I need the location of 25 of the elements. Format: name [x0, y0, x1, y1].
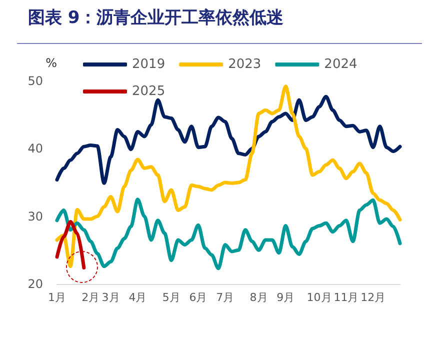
line-series — [55, 94, 402, 185]
y-tick-label: 20 — [28, 277, 43, 291]
x-tick-label: 10月 — [306, 291, 332, 304]
x-tick-label: 1月 — [48, 291, 66, 304]
y-axis-title: % — [46, 56, 57, 70]
x-tick-label: 9月 — [276, 291, 295, 304]
x-tick-label: 12月 — [360, 291, 386, 304]
y-tick-label: 40 — [28, 142, 43, 156]
line-series — [55, 198, 402, 270]
y-tick-label: 30 — [28, 209, 43, 224]
x-tick-label: 3月 — [102, 291, 120, 304]
x-tick-label: 7月 — [216, 291, 234, 304]
legend-label: 2023 — [228, 57, 262, 72]
chart-title: 图表 9：沥青企业开工率依然低迷 — [28, 7, 284, 29]
x-tick-label: 5月 — [162, 291, 180, 304]
x-tick-label: 8月 — [250, 291, 268, 304]
legend-label: 2019 — [132, 57, 166, 72]
x-tick-label: 11月 — [334, 291, 359, 304]
legend-label: 2025 — [132, 84, 166, 99]
line-series — [55, 84, 402, 268]
x-tick-label: 6月 — [189, 291, 208, 304]
y-tick-label: 50 — [28, 74, 43, 88]
x-tick-label: 2月 — [82, 291, 100, 304]
legend-label: 2024 — [324, 57, 358, 72]
x-tick-label: 4月 — [128, 291, 147, 304]
